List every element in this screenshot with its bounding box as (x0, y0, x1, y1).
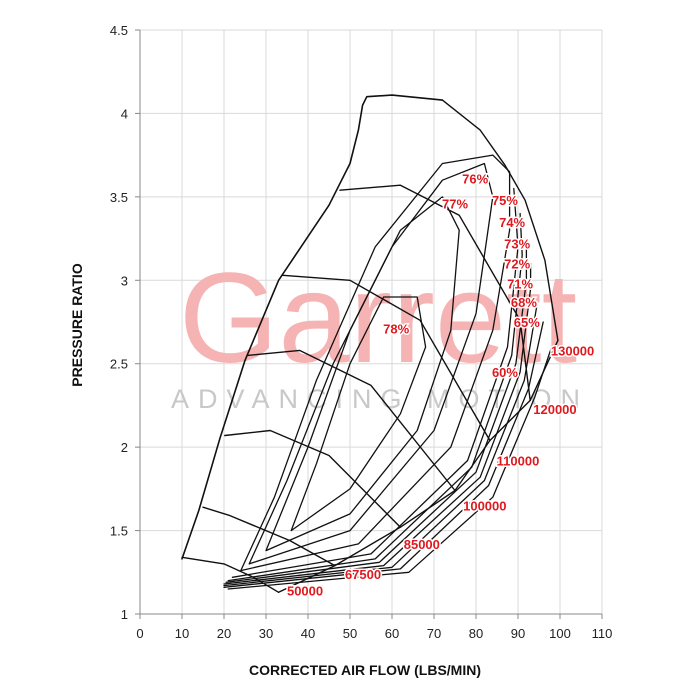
y-tick-label: 4 (121, 106, 128, 121)
efficiency-island (223, 262, 532, 585)
choke-line (277, 339, 559, 593)
efficiency-island (248, 162, 494, 565)
efficiency-island (290, 296, 427, 532)
island-label: 60% (492, 365, 518, 380)
y-tick-label: 2.5 (110, 357, 128, 372)
efficiency-island (240, 154, 511, 572)
island-label: 65% (514, 315, 540, 330)
speed-label: 110000 (497, 453, 540, 468)
x-tick-label: 20 (217, 626, 231, 641)
island-label: 72% (504, 257, 530, 272)
speed-line (202, 506, 336, 567)
x-tick-label: 70 (427, 626, 441, 641)
speed-line (181, 556, 280, 593)
x-tick-label: 40 (301, 626, 315, 641)
speed-line (224, 429, 402, 528)
island-label: 76% (462, 172, 488, 187)
speed-line (247, 349, 456, 492)
x-tick-label: 60 (385, 626, 399, 641)
y-tick-label: 1 (121, 607, 128, 622)
y-axis-label: PRESSURE RATIO (69, 263, 85, 387)
efficiency-island (225, 237, 528, 583)
island-label: 71% (507, 277, 533, 292)
x-tick-label: 100 (549, 626, 571, 641)
speed-line (282, 274, 491, 442)
efficiency-island (227, 212, 523, 582)
speed-label: 85000 (404, 537, 440, 552)
island-label: 77% (442, 197, 468, 212)
watermark: Garrett ADVANCING MOTION (171, 247, 589, 414)
surge-line (181, 94, 444, 560)
speed-label: 67500 (345, 567, 381, 582)
speed-label: 120000 (533, 402, 576, 417)
x-tick-label: 90 (511, 626, 525, 641)
x-tick-label: 80 (469, 626, 483, 641)
speed-line (441, 99, 559, 342)
x-tick-label: 0 (136, 626, 143, 641)
efficiency-island (223, 304, 538, 587)
x-tick-label: 50 (343, 626, 357, 641)
y-tick-label: 4.5 (110, 23, 128, 38)
speed-label: 100000 (463, 499, 506, 514)
y-tick-label: 2 (121, 440, 128, 455)
y-tick-label: 3.5 (110, 190, 128, 205)
island-label: 73% (504, 237, 530, 252)
x-tick-label: 10 (175, 626, 189, 641)
efficiency-island (223, 321, 544, 588)
island-label: 68% (511, 295, 537, 310)
island-label: 78% (383, 322, 409, 337)
speed-line (339, 184, 531, 402)
island-label: 75% (492, 193, 518, 208)
efficiency-island (227, 346, 553, 590)
x-tick-label: 110 (592, 626, 613, 641)
y-tick-label: 1.5 (110, 524, 128, 539)
x-axis-label: CORRECTED AIR FLOW (LBS/MIN) (249, 662, 481, 678)
x-tick-label: 30 (259, 626, 273, 641)
island-label: 74% (499, 215, 525, 230)
efficiency-island (265, 196, 460, 552)
speed-label: 50000 (287, 584, 323, 599)
speed-label: 130000 (551, 343, 594, 358)
watermark-subtitle: ADVANCING MOTION (171, 384, 589, 414)
y-tick-label: 3 (121, 273, 128, 288)
